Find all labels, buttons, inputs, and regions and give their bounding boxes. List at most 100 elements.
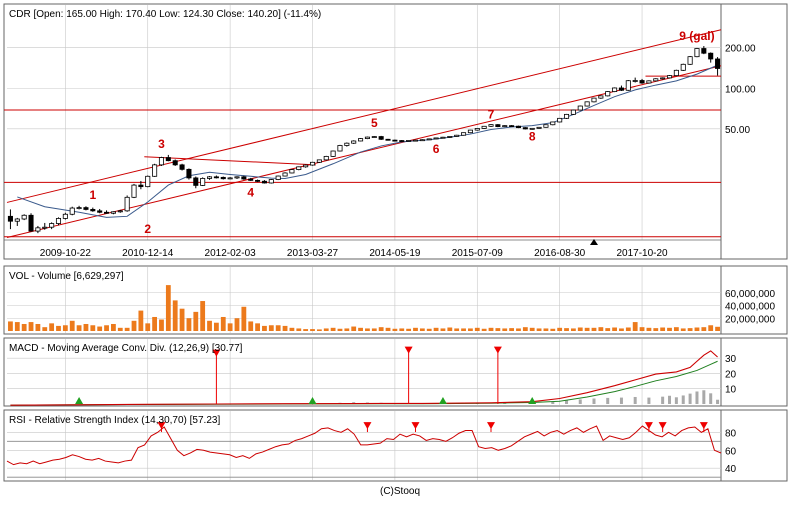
- macd-histogram-bar: [702, 390, 706, 404]
- candle-body: [337, 145, 343, 152]
- volume-bar: [619, 328, 624, 331]
- volume-bar: [385, 327, 391, 331]
- candle-body: [419, 139, 425, 142]
- candle-body: [536, 126, 542, 129]
- volume-bar: [371, 328, 377, 331]
- candle-body: [234, 176, 240, 179]
- volume-bar: [21, 323, 27, 331]
- sell-signal-icon: [363, 422, 372, 430]
- volume-bar: [241, 306, 247, 331]
- volume-bar: [358, 327, 363, 331]
- macd-histogram-bar: [578, 399, 582, 404]
- candle-body: [351, 140, 357, 144]
- wave-label: 7: [488, 108, 495, 122]
- date-marker-icon: [589, 239, 598, 245]
- candle-body: [131, 184, 137, 198]
- volume-bar: [687, 328, 693, 331]
- volume-bar: [708, 325, 714, 331]
- candle-body: [618, 87, 624, 91]
- candle-body: [406, 140, 412, 142]
- candle-body: [708, 52, 714, 60]
- rsi-panel-frame: [3, 409, 788, 482]
- candle-body: [694, 48, 700, 58]
- candle-body: [200, 178, 206, 186]
- candle-body: [426, 138, 432, 141]
- rsi-line: [6, 425, 722, 466]
- candle-body: [241, 176, 247, 180]
- candle-body: [371, 136, 377, 138]
- date-tick-label: 2010-12-14: [122, 248, 174, 259]
- candle-body: [117, 210, 123, 213]
- macd-histogram-bar: [668, 395, 672, 404]
- candle-body: [564, 113, 570, 119]
- volume-bar: [323, 328, 329, 331]
- volume-bar: [207, 320, 212, 331]
- wave-label: 6: [433, 142, 440, 156]
- sell-signal-icon: [212, 349, 221, 357]
- rsi-tick-label: 60: [725, 446, 737, 457]
- wave-label: 2: [144, 222, 151, 236]
- candle-body: [509, 125, 515, 128]
- candle-body: [625, 80, 631, 91]
- macd-tick-label: 30: [725, 354, 737, 365]
- volume-bar: [365, 328, 370, 331]
- volume-bar: [406, 328, 412, 331]
- candle-body: [104, 211, 110, 214]
- sell-signal-icon: [487, 422, 496, 430]
- date-tick-label: 2016-08-30: [534, 248, 586, 259]
- candle-body: [522, 127, 528, 130]
- volume-bar: [213, 322, 219, 331]
- candle-body: [433, 137, 439, 140]
- candle-body: [392, 139, 398, 142]
- volume-bar: [632, 322, 638, 331]
- candle-body: [666, 75, 673, 79]
- volume-bar: [289, 327, 295, 331]
- volume-bar: [488, 327, 494, 331]
- macd-histogram-bar: [565, 400, 569, 404]
- candle-body: [570, 109, 576, 115]
- macd-histogram-bar: [606, 397, 610, 404]
- volume-bar: [715, 326, 720, 331]
- wave-label: 3: [158, 137, 165, 151]
- volume-bar: [557, 327, 563, 331]
- candle-body: [14, 218, 20, 222]
- date-tick-label: 2012-02-03: [205, 248, 257, 259]
- rsi-tick-label: 80: [725, 428, 737, 439]
- volume-bar: [667, 327, 672, 331]
- candle-body: [495, 124, 501, 128]
- candle-body: [97, 210, 103, 213]
- volume-tick-label: 60,000,000: [725, 289, 775, 300]
- sell-signal-icon: [644, 422, 653, 430]
- volume-bar: [646, 327, 652, 331]
- volume-bar: [152, 316, 158, 331]
- volume-bar: [481, 328, 487, 331]
- volume-bar: [111, 323, 116, 331]
- sell-signal-icon: [411, 422, 420, 430]
- volume-bar: [536, 328, 542, 331]
- candle-body: [673, 69, 679, 76]
- candle-body: [261, 180, 267, 184]
- volume-bar: [680, 328, 686, 331]
- volume-bar: [625, 327, 631, 331]
- candle-body: [76, 207, 82, 210]
- candle-body: [7, 215, 13, 222]
- candle-body: [213, 176, 219, 179]
- wave-label: 8: [529, 130, 536, 144]
- candle-body: [172, 160, 178, 166]
- volume-bar: [248, 321, 254, 331]
- macd-histogram-bar: [688, 393, 692, 404]
- price-tick-label: 50.00: [725, 125, 750, 136]
- candle-body: [220, 176, 226, 180]
- volume-bar: [564, 328, 569, 331]
- volume-bar: [76, 325, 82, 331]
- volume-bar: [413, 327, 418, 331]
- candle-body: [62, 213, 68, 219]
- volume-bar: [145, 323, 151, 331]
- volume-bar: [591, 327, 597, 331]
- volume-bar: [461, 328, 466, 331]
- volume-bar: [337, 328, 343, 331]
- price-panel-frame: [3, 3, 788, 260]
- candle-body: [612, 87, 618, 92]
- volume-bar: [433, 327, 439, 331]
